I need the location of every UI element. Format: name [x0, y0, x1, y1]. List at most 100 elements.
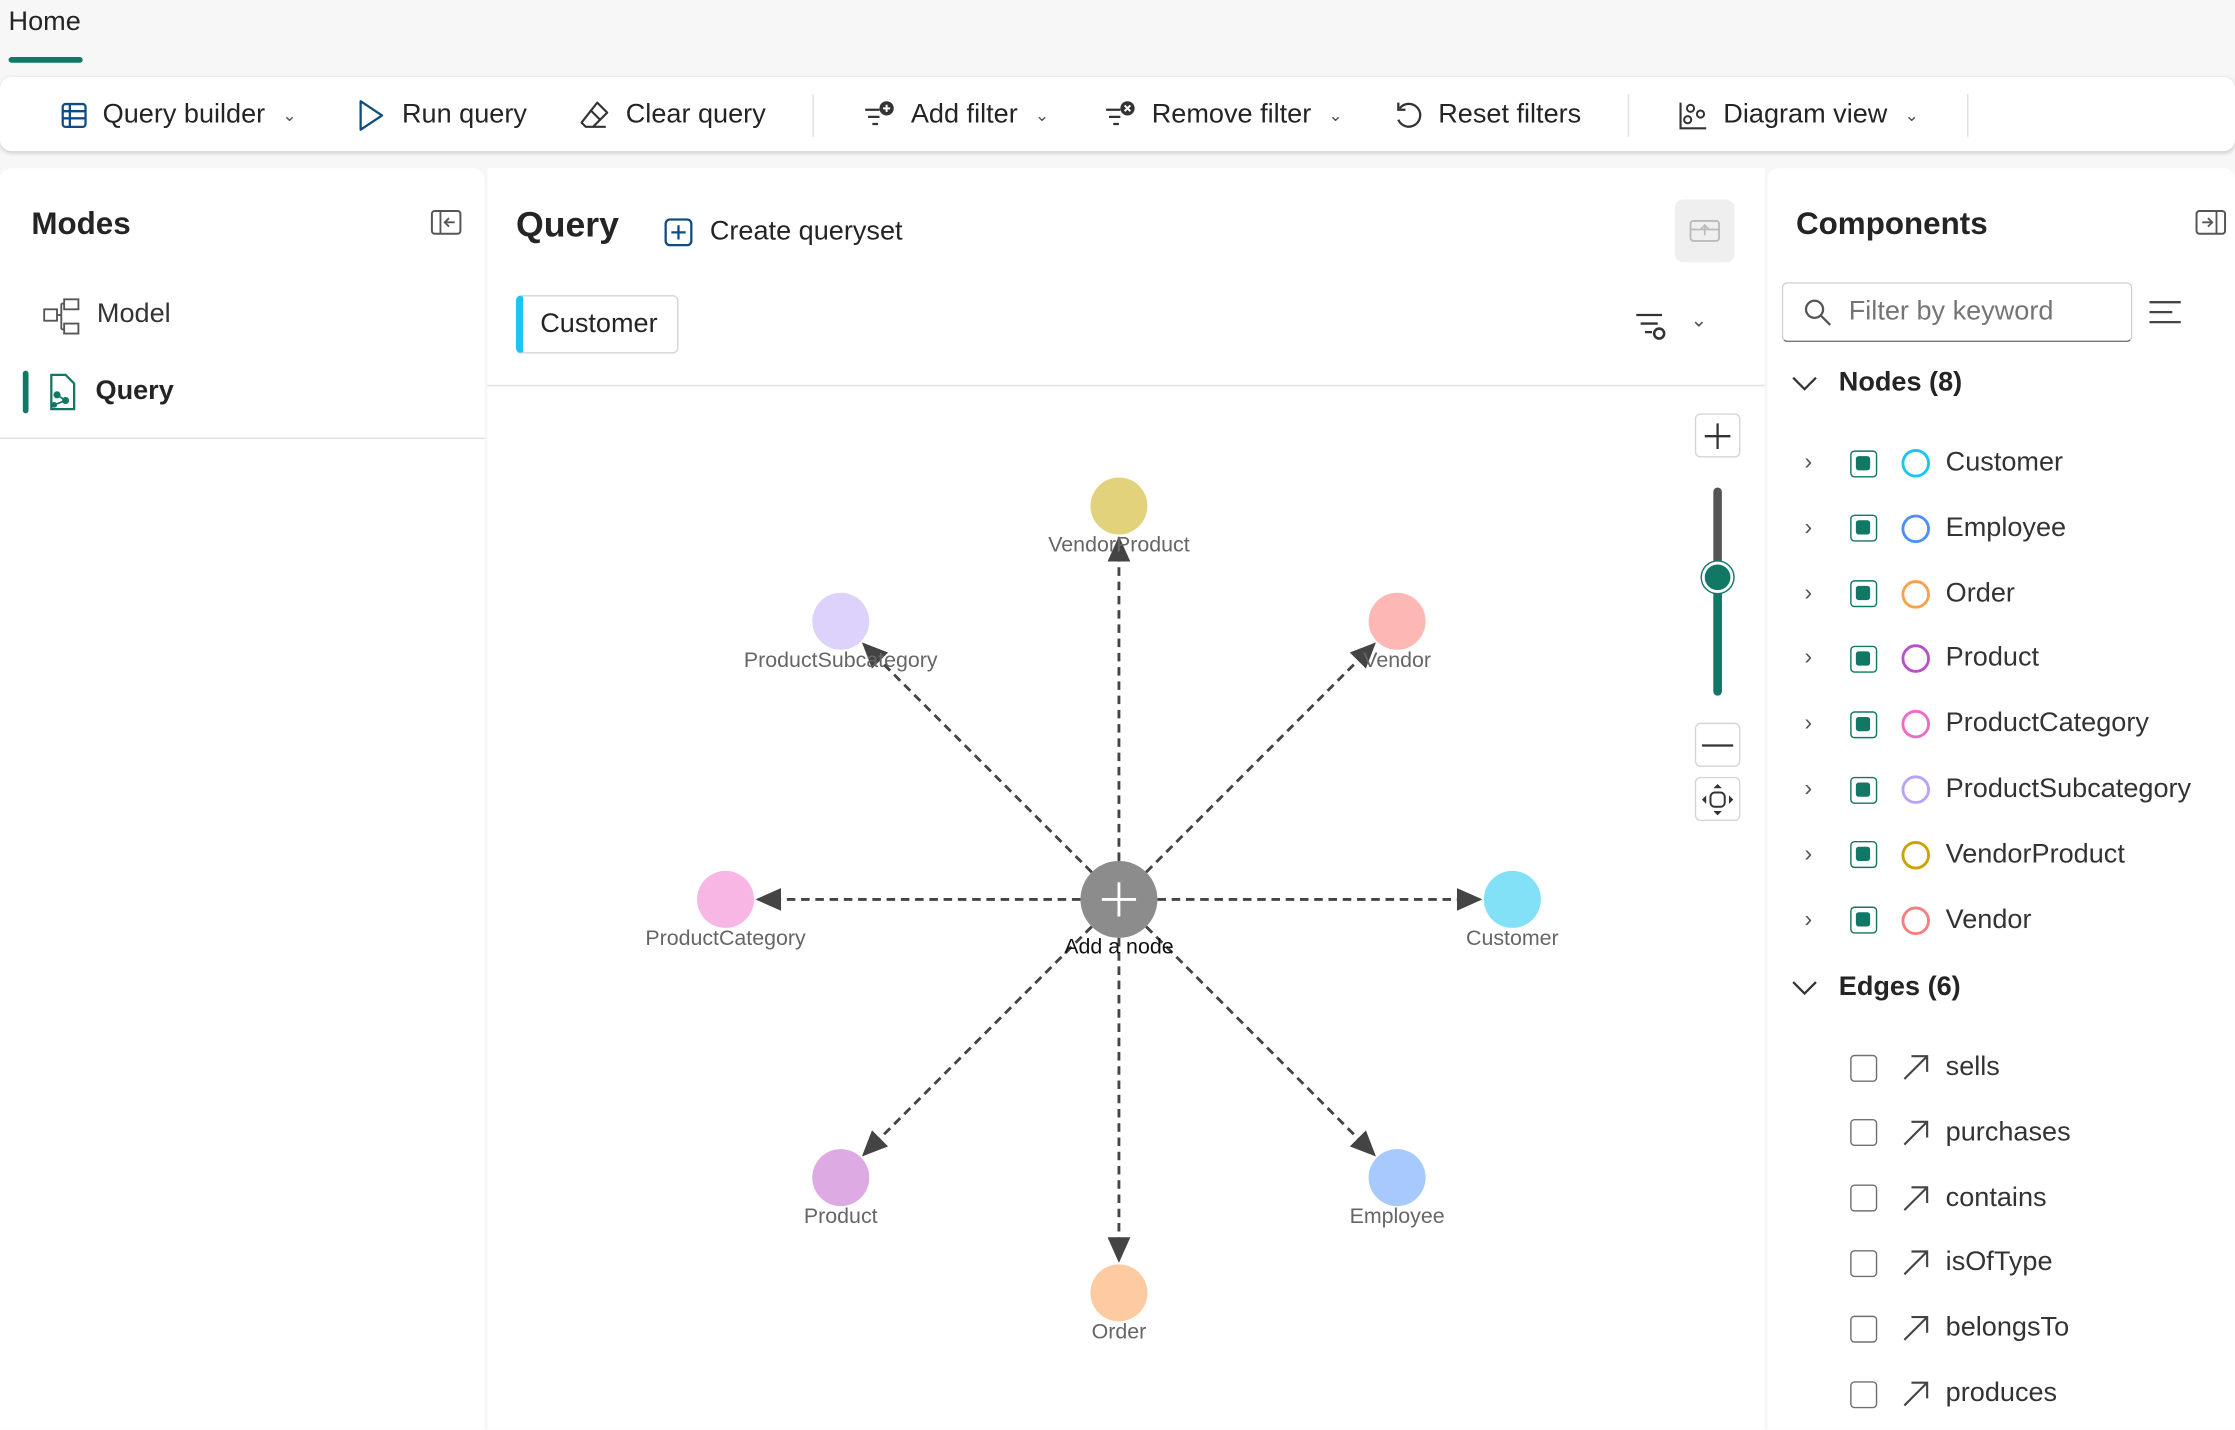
- edge-list-item[interactable]: belongsTo: [1767, 1303, 2235, 1354]
- graph-node-circle[interactable]: [1483, 870, 1541, 928]
- graph-node-label: Product: [804, 1204, 878, 1228]
- minus-icon: [1701, 743, 1734, 746]
- nodes-section-header[interactable]: Nodes (8): [1790, 368, 1962, 399]
- node-checkbox[interactable]: [1850, 776, 1878, 804]
- graph-node-circle[interactable]: [1368, 592, 1426, 650]
- clear-query-label: Clear query: [625, 99, 766, 130]
- graph-node-circle[interactable]: [1090, 1264, 1148, 1322]
- graph-node-circle[interactable]: [697, 870, 755, 928]
- node-checkbox[interactable]: [1850, 580, 1878, 608]
- edge-label: isOfType: [1945, 1247, 2053, 1278]
- edge-checkbox[interactable]: [1850, 1380, 1878, 1408]
- node-color-icon: [1901, 644, 1930, 674]
- graph-node[interactable]: ProductSubcategory: [744, 592, 938, 672]
- edge-list-item[interactable]: contains: [1767, 1173, 2235, 1224]
- node-checkbox[interactable]: [1850, 710, 1878, 738]
- collapse-panel-icon[interactable]: [430, 209, 462, 236]
- edge-list-item[interactable]: purchases: [1767, 1107, 2235, 1158]
- graph-node[interactable]: Customer: [1466, 870, 1559, 950]
- node-list-item[interactable]: › VendorProduct: [1767, 829, 2235, 880]
- graph-node[interactable]: Product: [804, 1149, 878, 1228]
- chevron-down-icon[interactable]: ⌄: [1690, 307, 1708, 331]
- tab-home-underline: [8, 57, 83, 63]
- graph-node[interactable]: Vendor: [1363, 592, 1431, 672]
- create-queryset-button[interactable]: Create queryset: [664, 217, 903, 248]
- node-list-item[interactable]: › ProductSubcategory: [1767, 764, 2235, 815]
- chevron-right-icon[interactable]: ›: [1804, 646, 1813, 671]
- node-checkbox[interactable]: [1850, 906, 1878, 934]
- menu-icon[interactable]: [2149, 299, 2181, 325]
- chevron-right-icon[interactable]: ›: [1804, 907, 1813, 932]
- edge-checkbox[interactable]: [1850, 1119, 1878, 1147]
- node-list-item[interactable]: › Vendor: [1767, 895, 2235, 946]
- graph-node-circle[interactable]: [1090, 477, 1148, 535]
- node-list-item[interactable]: › ProductCategory: [1767, 699, 2235, 750]
- chevron-right-icon[interactable]: ›: [1804, 450, 1813, 475]
- tab-home[interactable]: Home: [8, 7, 81, 38]
- toolbar-divider: [1967, 94, 1969, 137]
- node-list-item[interactable]: › Order: [1767, 568, 2235, 619]
- graph-node-circle[interactable]: [1368, 1149, 1426, 1207]
- filter-settings-icon[interactable]: [1635, 311, 1669, 342]
- run-query-button[interactable]: Run query: [353, 94, 527, 137]
- zoom-slider-thumb[interactable]: [1701, 561, 1734, 593]
- graph-node[interactable]: VendorProduct: [1048, 477, 1190, 557]
- filter-search-box[interactable]: [1781, 282, 2133, 343]
- graph-node-label: Order: [1092, 1319, 1147, 1343]
- node-list-item[interactable]: › Product: [1767, 633, 2235, 684]
- mode-item-query[interactable]: Query: [0, 368, 485, 419]
- graph-node[interactable]: Order: [1090, 1264, 1148, 1343]
- clear-query-button[interactable]: Clear query: [577, 94, 766, 137]
- diagram-view-button[interactable]: Diagram view ⌄: [1678, 94, 1919, 137]
- add-filter-button[interactable]: Add filter ⌄: [862, 94, 1049, 137]
- reset-filters-button[interactable]: Reset filters: [1393, 94, 1581, 137]
- fit-view-button[interactable]: [1694, 776, 1741, 822]
- add-node-button[interactable]: Add a node: [1064, 860, 1174, 959]
- edge-checkbox[interactable]: [1850, 1054, 1878, 1082]
- node-color-icon: [1901, 449, 1930, 478]
- run-query-label: Run query: [401, 99, 527, 130]
- arrow-up-right-icon: [1903, 1185, 1929, 1211]
- edge-checkbox[interactable]: [1850, 1249, 1878, 1278]
- filter-input[interactable]: [1845, 295, 2123, 330]
- node-label: Customer: [1945, 447, 2064, 478]
- chevron-right-icon[interactable]: ›: [1804, 711, 1813, 736]
- graph-node-circle[interactable]: [812, 1149, 870, 1207]
- mode-item-label: Query: [95, 376, 174, 407]
- mode-item-model[interactable]: Model: [0, 291, 485, 342]
- edge-list-item[interactable]: produces: [1767, 1368, 2235, 1419]
- graph-node-label: Employee: [1350, 1204, 1445, 1228]
- node-checkbox[interactable]: [1850, 841, 1878, 869]
- node-checkbox[interactable]: [1850, 449, 1878, 477]
- query-builder-button[interactable]: Query builder ⌄: [60, 94, 297, 137]
- edge-checkbox[interactable]: [1850, 1184, 1878, 1212]
- edge-list-item[interactable]: sells: [1767, 1042, 2235, 1093]
- query-graph[interactable]: VendorProduct Vendor Customer Employee Order…: [487, 388, 1764, 1430]
- chevron-right-icon[interactable]: ›: [1804, 842, 1813, 867]
- node-color-icon: [1901, 905, 1930, 935]
- edges-section-header[interactable]: Edges (6): [1790, 972, 1961, 1003]
- node-list-item[interactable]: › Employee: [1767, 503, 2235, 554]
- query-builder-label: Query builder: [102, 99, 266, 130]
- graph-node-label: Customer: [1466, 926, 1559, 950]
- graph-node[interactable]: ProductCategory: [645, 870, 806, 950]
- zoom-in-button[interactable]: [1694, 413, 1741, 458]
- chevron-right-icon[interactable]: ›: [1804, 515, 1813, 540]
- chevron-right-icon[interactable]: ›: [1804, 776, 1813, 802]
- graph-node-circle[interactable]: [812, 592, 870, 650]
- node-checkbox[interactable]: [1850, 645, 1878, 673]
- zoom-out-button[interactable]: [1694, 722, 1741, 767]
- remove-filter-button[interactable]: Remove filter ⌄: [1103, 94, 1343, 137]
- chevron-right-icon[interactable]: ›: [1804, 580, 1813, 606]
- edge-checkbox[interactable]: [1850, 1315, 1878, 1343]
- graph-node[interactable]: Employee: [1350, 1149, 1445, 1228]
- selected-node-tag[interactable]: Customer: [515, 295, 679, 354]
- node-list-item[interactable]: › Customer: [1767, 438, 2235, 489]
- divider: [487, 384, 1765, 387]
- collapse-panel-icon[interactable]: [2195, 209, 2227, 236]
- remove-filter-label: Remove filter: [1151, 99, 1312, 130]
- expand-button[interactable]: [1674, 199, 1735, 263]
- node-color-icon: [1901, 840, 1930, 870]
- edge-list-item[interactable]: isOfType: [1767, 1238, 2235, 1289]
- node-checkbox[interactable]: [1850, 514, 1878, 543]
